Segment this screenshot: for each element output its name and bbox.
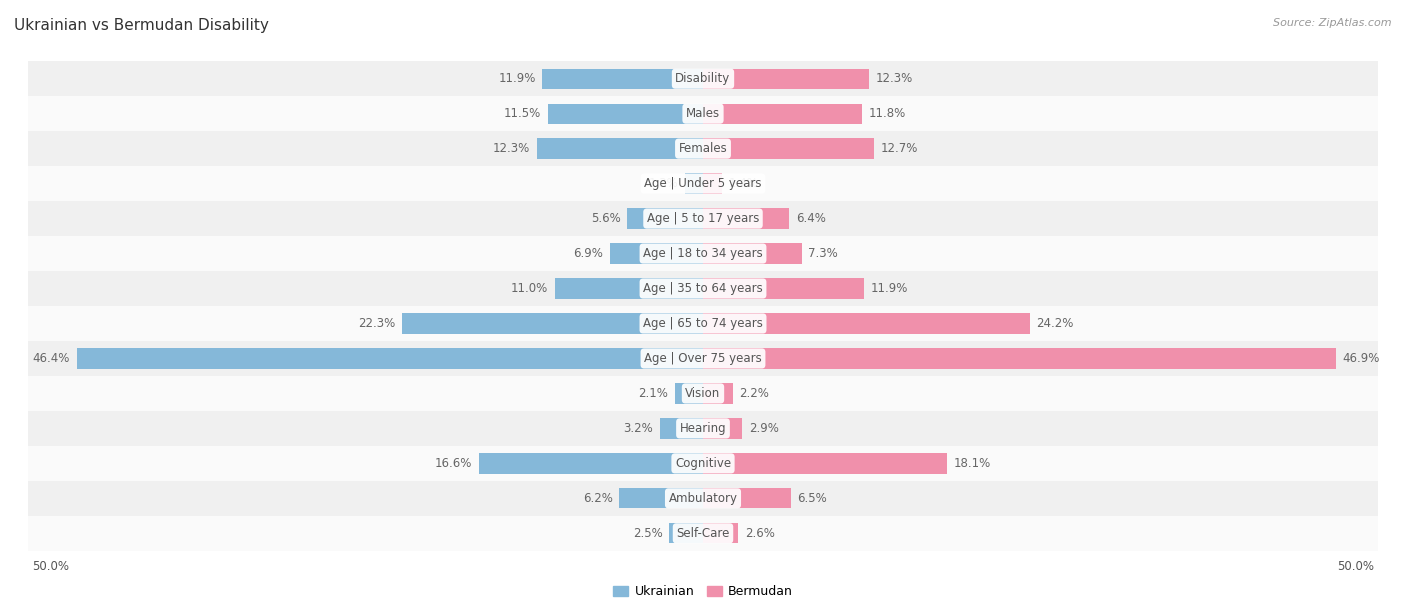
Text: 6.5%: 6.5% [797, 492, 827, 505]
Text: Age | 65 to 74 years: Age | 65 to 74 years [643, 317, 763, 330]
Text: Hearing: Hearing [679, 422, 727, 435]
Bar [703, 313, 1029, 334]
Text: Ukrainian vs Bermudan Disability: Ukrainian vs Bermudan Disability [14, 18, 269, 34]
Text: 11.8%: 11.8% [869, 107, 907, 120]
Bar [77, 348, 703, 368]
Text: 6.9%: 6.9% [574, 247, 603, 260]
Legend: Ukrainian, Bermudan: Ukrainian, Bermudan [609, 580, 797, 603]
Bar [28, 481, 1378, 516]
Text: 11.5%: 11.5% [503, 107, 541, 120]
Text: 1.3%: 1.3% [650, 177, 679, 190]
Text: 46.4%: 46.4% [32, 352, 70, 365]
Bar [28, 166, 1378, 201]
Text: 22.3%: 22.3% [359, 317, 395, 330]
Bar [703, 69, 869, 89]
Bar [28, 516, 1378, 551]
Bar [703, 453, 948, 474]
Text: Males: Males [686, 107, 720, 120]
Text: 11.9%: 11.9% [870, 282, 908, 295]
Bar [703, 418, 742, 439]
Text: 24.2%: 24.2% [1036, 317, 1074, 330]
Bar [703, 209, 789, 229]
Bar [28, 61, 1378, 96]
Bar [610, 244, 703, 264]
Bar [28, 131, 1378, 166]
Bar [703, 278, 863, 299]
Text: 2.6%: 2.6% [745, 527, 775, 540]
Text: 12.7%: 12.7% [882, 142, 918, 155]
Bar [554, 278, 703, 299]
Bar [703, 348, 1336, 368]
Text: 16.6%: 16.6% [434, 457, 472, 470]
Text: 3.2%: 3.2% [623, 422, 652, 435]
Bar [28, 306, 1378, 341]
Bar [537, 138, 703, 159]
Text: 5.6%: 5.6% [591, 212, 620, 225]
Bar [28, 341, 1378, 376]
Text: Females: Females [679, 142, 727, 155]
Bar [28, 96, 1378, 131]
Bar [479, 453, 703, 474]
Bar [686, 173, 703, 194]
Text: Ambulatory: Ambulatory [668, 492, 738, 505]
Bar [28, 236, 1378, 271]
Bar [28, 201, 1378, 236]
Bar [703, 488, 790, 509]
Bar [402, 313, 703, 334]
Text: Vision: Vision [685, 387, 721, 400]
Bar [703, 173, 721, 194]
Text: Age | 5 to 17 years: Age | 5 to 17 years [647, 212, 759, 225]
Text: 46.9%: 46.9% [1343, 352, 1381, 365]
Text: 12.3%: 12.3% [876, 72, 912, 85]
Bar [703, 244, 801, 264]
Bar [543, 69, 703, 89]
Text: 11.0%: 11.0% [510, 282, 548, 295]
Bar [659, 418, 703, 439]
Text: Age | 35 to 64 years: Age | 35 to 64 years [643, 282, 763, 295]
Bar [669, 523, 703, 543]
Text: 50.0%: 50.0% [32, 559, 69, 573]
Bar [703, 138, 875, 159]
Bar [28, 271, 1378, 306]
Text: 7.3%: 7.3% [808, 247, 838, 260]
Bar [548, 103, 703, 124]
Text: Age | Over 75 years: Age | Over 75 years [644, 352, 762, 365]
Bar [28, 411, 1378, 446]
Text: 2.1%: 2.1% [638, 387, 668, 400]
Bar [675, 383, 703, 403]
Bar [28, 376, 1378, 411]
Text: Self-Care: Self-Care [676, 527, 730, 540]
Bar [703, 103, 862, 124]
Bar [703, 383, 733, 403]
Text: 1.4%: 1.4% [728, 177, 758, 190]
Text: Disability: Disability [675, 72, 731, 85]
Text: 2.5%: 2.5% [633, 527, 662, 540]
Text: 18.1%: 18.1% [955, 457, 991, 470]
Bar [703, 523, 738, 543]
Text: 12.3%: 12.3% [494, 142, 530, 155]
Text: Age | Under 5 years: Age | Under 5 years [644, 177, 762, 190]
Text: Age | 18 to 34 years: Age | 18 to 34 years [643, 247, 763, 260]
Text: 6.2%: 6.2% [582, 492, 613, 505]
Text: 50.0%: 50.0% [1337, 559, 1374, 573]
Text: 2.9%: 2.9% [749, 422, 779, 435]
Text: 11.9%: 11.9% [498, 72, 536, 85]
Text: 2.2%: 2.2% [740, 387, 769, 400]
Text: Source: ZipAtlas.com: Source: ZipAtlas.com [1274, 18, 1392, 28]
Bar [28, 446, 1378, 481]
Bar [627, 209, 703, 229]
Text: Cognitive: Cognitive [675, 457, 731, 470]
Bar [619, 488, 703, 509]
Text: 6.4%: 6.4% [796, 212, 825, 225]
